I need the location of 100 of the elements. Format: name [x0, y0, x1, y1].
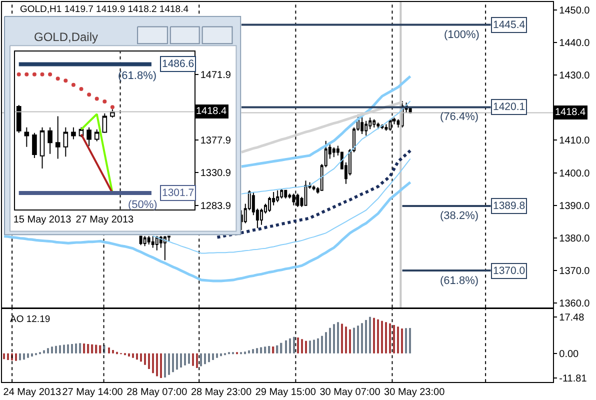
bar [337, 322, 339, 354]
bar [280, 342, 282, 354]
bar [268, 346, 270, 354]
bar [180, 353, 182, 368]
bar [168, 353, 170, 375]
bar [160, 353, 162, 378]
bar [293, 336, 295, 354]
bar [264, 346, 266, 354]
bar [188, 353, 190, 364]
text: AO 12.19 [10, 314, 50, 325]
bar [47, 348, 49, 354]
bar [23, 353, 25, 360]
bar [184, 353, 186, 366]
bar [95, 344, 98, 354]
x-tick-label: 30 May 23:00 [384, 387, 446, 398]
bar [192, 353, 194, 366]
bar [128, 353, 130, 356]
bar [132, 353, 134, 358]
bar [108, 348, 110, 354]
bar [377, 319, 379, 354]
bar [321, 336, 323, 354]
bar [276, 345, 278, 354]
bar [208, 353, 210, 362]
bar [248, 350, 250, 354]
y-tick-label: -11.81 [559, 373, 588, 384]
candlestick [16, 104, 22, 134]
bar [216, 353, 218, 358]
bar [67, 344, 69, 354]
bar [27, 353, 29, 358]
bar [156, 353, 158, 376]
bar [329, 328, 331, 354]
bar [361, 323, 363, 354]
bar [176, 353, 178, 370]
bar [144, 353, 146, 365]
bar [51, 346, 53, 354]
bar [83, 344, 86, 354]
bar [353, 328, 355, 354]
bar [405, 328, 407, 354]
bar [212, 353, 214, 360]
bar [204, 353, 206, 364]
bar [59, 345, 61, 354]
bar [3, 353, 5, 360]
bar [196, 353, 198, 368]
bar [309, 340, 311, 354]
bar [200, 353, 202, 366]
bar [381, 320, 383, 354]
bar [75, 344, 78, 354]
bar [272, 346, 274, 354]
bar [385, 322, 387, 354]
bar [285, 340, 287, 354]
bar [19, 353, 21, 360]
x-tick-label: 29 May 15:00 [255, 387, 316, 398]
bar [63, 344, 65, 354]
x-tick-label: 24 May 2013 [3, 387, 62, 398]
y-tick-label: 0.00 [559, 348, 580, 360]
bar [373, 318, 375, 354]
point [16, 72, 21, 76]
x-tick-label: 30 May 07:00 [320, 387, 381, 398]
bar [15, 353, 17, 361]
bar [7, 353, 9, 360]
bar [313, 340, 315, 354]
bar [397, 326, 399, 354]
bar [260, 347, 262, 354]
bar [136, 353, 138, 360]
bar [297, 338, 299, 354]
bar [369, 316, 371, 354]
bar [148, 353, 150, 369]
bar [389, 323, 391, 354]
bar [71, 344, 74, 354]
bar [301, 339, 303, 354]
bar [79, 343, 82, 354]
bar [87, 344, 90, 354]
y-tick-label: 17.48 [559, 312, 585, 324]
bar [349, 329, 351, 354]
bar [393, 325, 395, 354]
bar [345, 326, 347, 354]
bar [357, 326, 359, 354]
bar [164, 353, 166, 378]
bar [401, 328, 403, 354]
bar [409, 328, 411, 354]
bar [325, 332, 327, 354]
bar [99, 345, 102, 354]
bar [289, 338, 291, 354]
bar [256, 348, 258, 354]
x-tick-label: 28 May 07:00 [126, 387, 188, 398]
x-tick-label: 28 May 23:00 [190, 387, 252, 398]
bar [341, 324, 343, 354]
bar [365, 320, 367, 354]
bar [152, 353, 154, 374]
bar [43, 350, 45, 354]
bar [55, 346, 57, 354]
x-tick-label: 27 May 14:00 [62, 387, 124, 398]
bar [305, 340, 307, 354]
bar [31, 353, 33, 356]
bar [172, 353, 174, 372]
bar [140, 353, 142, 362]
bar [252, 349, 254, 354]
bar [91, 344, 94, 354]
bar [317, 338, 319, 354]
bar [333, 324, 335, 354]
